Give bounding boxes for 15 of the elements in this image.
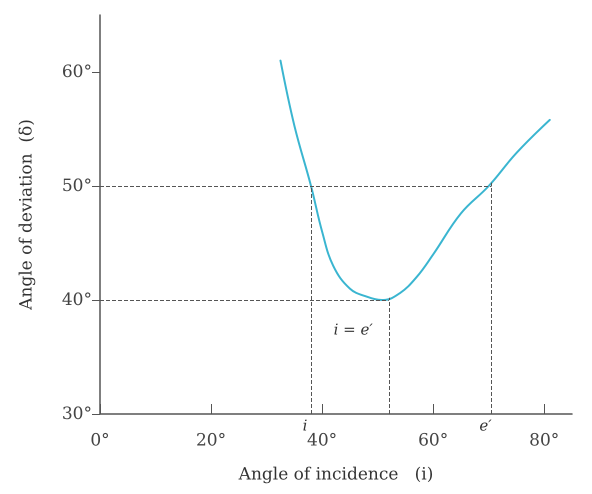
ref-line-label: i [302, 416, 308, 434]
y-tick-label: 60° [62, 62, 92, 82]
line-series [279, 60, 551, 301]
x-tick-label: 0° [90, 430, 110, 450]
x-tick-label: 40° [307, 430, 338, 450]
y-tick-label: 50° [62, 176, 92, 196]
x-tick-label: 80° [529, 430, 560, 450]
annotation: i = e′ [334, 320, 374, 338]
y-tick-label: 30° [62, 404, 92, 424]
y-axis-title: Angle of deviation (δ) [16, 119, 36, 311]
y-tick-label: 40° [62, 290, 92, 310]
x-axis-title: Angle of incidence (i) [238, 464, 434, 484]
x-tick-label: 20° [196, 430, 226, 450]
ref-line-label: e′ [479, 416, 492, 434]
x-tick-label: 60° [418, 430, 448, 450]
